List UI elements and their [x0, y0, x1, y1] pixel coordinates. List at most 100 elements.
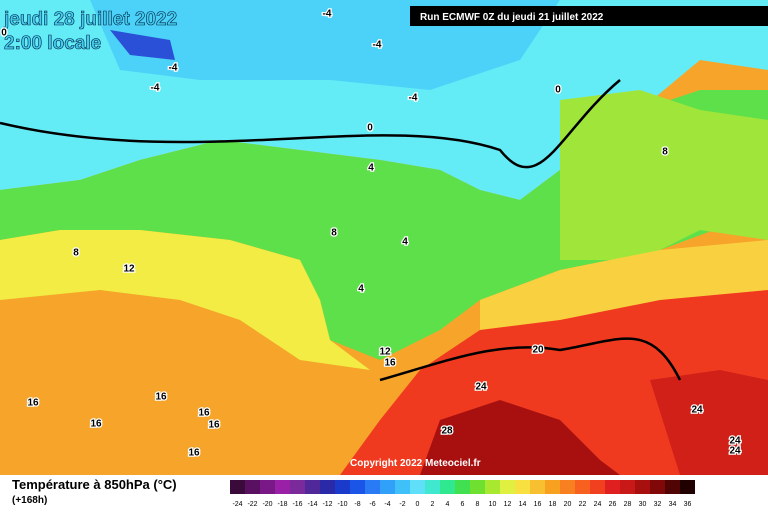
contour-label: -4 [323, 9, 332, 20]
contour-label: 12 [379, 347, 391, 358]
legend-tick-label: 16 [534, 501, 542, 508]
legend-swatch [260, 480, 275, 494]
contour-label: 8 [331, 228, 337, 239]
map-date: jeudi 28 juillet 2022 [3, 9, 177, 30]
legend-swatch [650, 480, 665, 494]
legend-tick-label: 28 [624, 501, 632, 508]
legend-swatch [530, 480, 545, 494]
legend-tick-label: -16 [292, 501, 302, 508]
contour-label: -4 [169, 63, 178, 74]
contour-label: 16 [27, 398, 39, 409]
legend-swatch [275, 480, 290, 494]
legend-tick-label: 4 [446, 501, 450, 508]
legend-swatch [575, 480, 590, 494]
contour-label: 16 [384, 358, 396, 369]
legend-tick-label: 24 [594, 501, 602, 508]
zone-cold [110, 30, 175, 60]
contour-label: 12 [123, 264, 135, 275]
legend-swatch [440, 480, 455, 494]
contour-label: 16 [208, 420, 220, 431]
legend-tick-label: -18 [277, 501, 287, 508]
legend-swatch [545, 480, 560, 494]
contour-label: 4 [358, 284, 364, 295]
zone-darkred [420, 400, 620, 475]
legend-tick-label: 6 [461, 501, 465, 508]
legend-tick-label: 20 [564, 501, 572, 508]
legend-tick-label: 2 [431, 501, 435, 508]
legend-swatch [500, 480, 515, 494]
contour-label: 4 [368, 163, 374, 174]
legend-swatch [680, 480, 695, 494]
contour-label: 24 [691, 405, 703, 416]
contour-label: 0 [555, 85, 561, 96]
legend-tick-label: 34 [669, 501, 677, 508]
legend-tick-label: 36 [684, 501, 692, 508]
legend-swatch [515, 480, 530, 494]
contour-label: 24 [729, 436, 741, 447]
isotherm-0 [0, 79, 621, 169]
contour-label: 28 [441, 426, 453, 437]
legend-tick-label: -20 [262, 501, 272, 508]
legend-swatch [665, 480, 680, 494]
zone-green [0, 90, 768, 360]
contour-label: 0 [367, 123, 373, 134]
legend-swatch [635, 480, 650, 494]
legend-tick-label: -2 [399, 501, 405, 508]
legend-swatch [560, 480, 575, 494]
variable-name: Température à 850hPa (°C) [12, 477, 177, 492]
contour-label: 4 [402, 237, 408, 248]
contour-label: 8 [73, 248, 79, 259]
legend-tick-label: 30 [639, 501, 647, 508]
legend-swatch [245, 480, 260, 494]
legend-swatch [320, 480, 335, 494]
map-time: 2:00 locale [4, 33, 101, 54]
contour-label: 8 [662, 147, 668, 158]
legend-swatch [470, 480, 485, 494]
contour-label: -4 [151, 83, 160, 94]
legend-tick-label: 26 [609, 501, 617, 508]
legend-swatch [455, 480, 470, 494]
legend-tick-label: -22 [247, 501, 257, 508]
legend-tick-label: -14 [307, 501, 317, 508]
contour-label: 0 [1, 28, 7, 39]
legend-swatch [380, 480, 395, 494]
legend-swatch [230, 480, 245, 494]
zone-red2 [650, 370, 768, 475]
map: Run ECMWF 0Z du jeudi 21 juillet 2022 je… [0, 0, 768, 475]
legend-tick-label: 18 [549, 501, 557, 508]
lead-time: (+168h) [12, 495, 47, 506]
zone-yellow [0, 230, 370, 370]
legend-swatch [620, 480, 635, 494]
legend-tick-label: 22 [579, 501, 587, 508]
run-text: Run ECMWF 0Z du jeudi 21 juillet 2022 [420, 12, 604, 23]
legend-swatch [290, 480, 305, 494]
legend-tick-label: -24 [232, 501, 242, 508]
legend-tick-label: 12 [504, 501, 512, 508]
legend-swatch [590, 480, 605, 494]
legend-tick-label: -12 [322, 501, 332, 508]
legend-swatch [350, 480, 365, 494]
legend-tick-label: 8 [476, 501, 480, 508]
legend-swatch [305, 480, 320, 494]
legend-swatch [335, 480, 350, 494]
legend-tick-label: -10 [337, 501, 347, 508]
legend-tick-label: 32 [654, 501, 662, 508]
legend-swatch [365, 480, 380, 494]
legend-tick-label: 14 [519, 501, 527, 508]
contour-label: 24 [729, 446, 741, 457]
contour-label: 16 [90, 419, 102, 430]
contour-label: -4 [373, 40, 382, 51]
legend-swatch [485, 480, 500, 494]
contour-label: 16 [198, 408, 210, 419]
legend-tick-label: 10 [489, 501, 497, 508]
copyright: Copyright 2022 Meteociel.fr [350, 458, 481, 469]
contour-label: 24 [475, 382, 487, 393]
legend-swatch [395, 480, 410, 494]
legend-swatch [605, 480, 620, 494]
legend-swatch [425, 480, 440, 494]
legend-tick-label: -4 [384, 501, 390, 508]
contour-label: 16 [155, 392, 167, 403]
contour-label: 16 [188, 448, 200, 459]
legend-swatch [410, 480, 425, 494]
